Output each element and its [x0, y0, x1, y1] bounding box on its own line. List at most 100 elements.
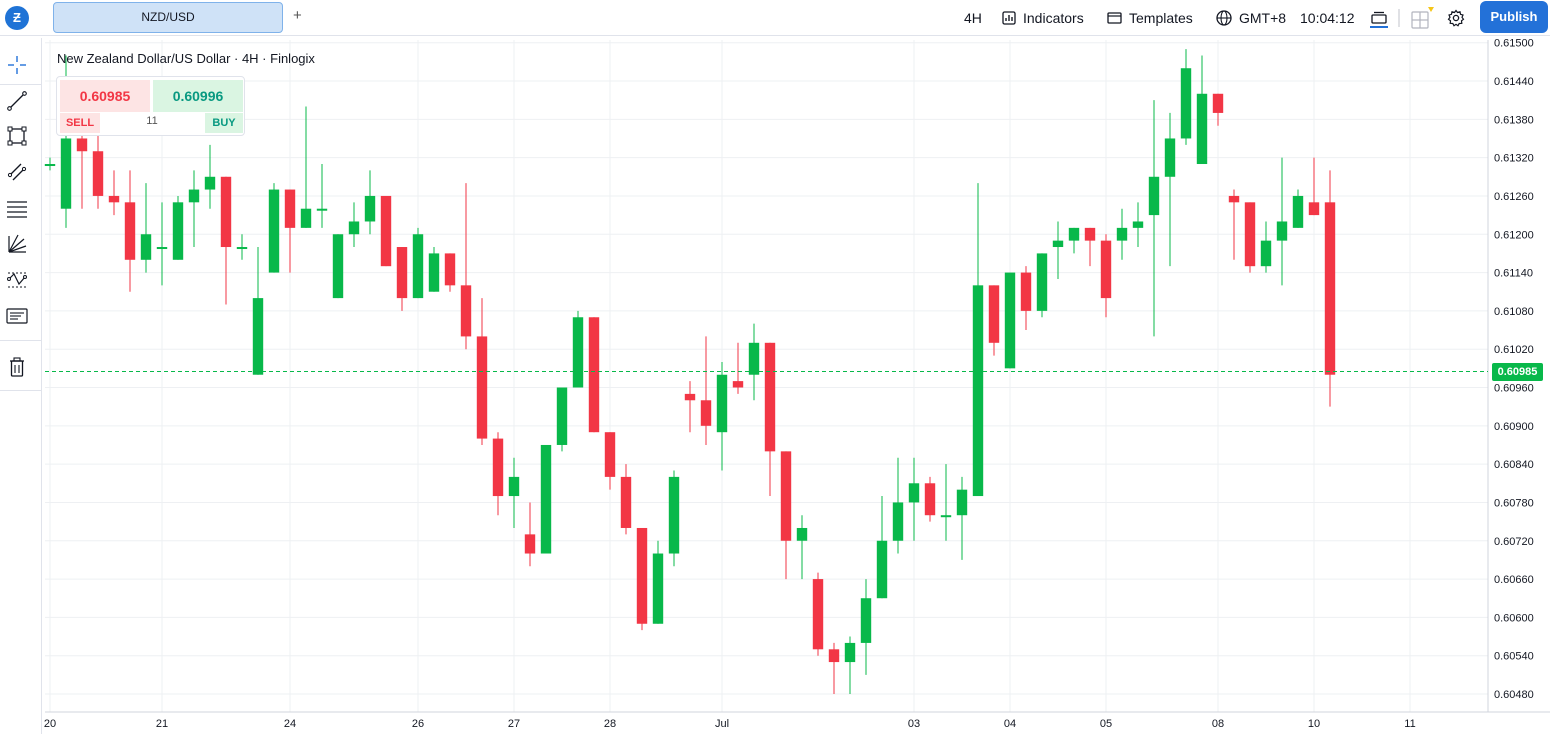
- candle-body: [908, 483, 920, 503]
- candle-body: [924, 483, 936, 516]
- x-tick-label: 08: [1212, 718, 1224, 730]
- y-tick-label: 0.60660: [1494, 574, 1534, 586]
- x-tick-label: Jul: [715, 718, 729, 730]
- interval-selector[interactable]: 4H: [964, 0, 982, 36]
- x-tick-label: 24: [284, 718, 296, 730]
- candle-body: [1164, 138, 1176, 177]
- toolbar-separator: [0, 390, 42, 391]
- clock: 10:04:12: [1300, 0, 1355, 36]
- candle-body: [764, 342, 776, 452]
- candle-body: [540, 444, 552, 554]
- candle-body: [796, 527, 808, 541]
- rectangle-tool[interactable]: [4, 123, 30, 149]
- y-tick-label: 0.61080: [1494, 306, 1534, 318]
- candle-body: [988, 285, 1000, 343]
- layers-button[interactable]: [1369, 0, 1389, 36]
- x-tick-label: 05: [1100, 718, 1112, 730]
- y-tick-label: 0.61020: [1494, 344, 1534, 356]
- y-tick-label: 0.60900: [1494, 421, 1534, 433]
- candle-body: [1180, 68, 1192, 139]
- candle-body: [300, 208, 312, 228]
- layout-grid-button[interactable]: [1410, 0, 1436, 36]
- candle-body: [380, 195, 392, 267]
- horizontal-lines-tool[interactable]: [4, 195, 30, 221]
- candle-body: [1068, 227, 1080, 241]
- fib-fan-tool[interactable]: [4, 231, 30, 257]
- y-tick-label: 0.60720: [1494, 536, 1534, 548]
- candle-body: [428, 253, 440, 292]
- trash-icon: [10, 357, 24, 377]
- candle-body: [1084, 227, 1096, 241]
- candle-body: [1196, 93, 1208, 165]
- tab-nzdusd[interactable]: NZD/USD: [53, 2, 283, 33]
- candle-body: [1276, 221, 1288, 241]
- y-tick-label: 0.60600: [1494, 612, 1534, 624]
- candle-body: [220, 176, 232, 248]
- publish-button[interactable]: Publish: [1480, 1, 1548, 33]
- candle-body: [348, 221, 360, 235]
- candle-body: [1020, 272, 1032, 311]
- indicators-icon: [1002, 11, 1016, 25]
- gear-icon: [1447, 9, 1465, 27]
- candle-body: [188, 189, 200, 203]
- candle-body: [1244, 202, 1256, 267]
- candle-body: [844, 642, 856, 663]
- candle-body: [828, 649, 840, 663]
- candle-body: [60, 138, 72, 209]
- settings-button[interactable]: [1447, 0, 1465, 36]
- top-toolbar: Ƶ NZD/USD + 4H Indicators Templates GMT+…: [0, 0, 1550, 36]
- layers-icon: [1370, 11, 1388, 28]
- candle-body: [860, 598, 872, 643]
- candle-body: [524, 534, 536, 554]
- add-tab-button[interactable]: +: [293, 7, 302, 24]
- ray-tool[interactable]: [4, 159, 30, 185]
- indicators-label: Indicators: [1023, 10, 1084, 26]
- candle-body: [316, 208, 328, 211]
- delete-drawings-button[interactable]: [4, 354, 30, 380]
- y-tick-label: 0.60960: [1494, 383, 1534, 395]
- timezone-selector[interactable]: GMT+8: [1215, 0, 1286, 36]
- trend-line-tool[interactable]: [4, 88, 30, 114]
- fib-fan-icon: [8, 234, 27, 253]
- candle-body: [956, 489, 968, 516]
- candle-body: [940, 515, 952, 518]
- y-tick-label: 0.60540: [1494, 651, 1534, 663]
- indicators-button[interactable]: Indicators: [1001, 0, 1084, 36]
- y-tick-label: 0.61320: [1494, 153, 1534, 165]
- x-tick-label: 11: [1404, 718, 1415, 730]
- candle-body: [268, 189, 280, 273]
- x-tick-label: 28: [604, 718, 616, 730]
- crosshair-icon: [8, 56, 26, 74]
- candle-body: [812, 579, 824, 650]
- sell-price-button[interactable]: 0.60985: [60, 80, 150, 112]
- candle-body: [172, 202, 184, 260]
- candle-body: [652, 553, 664, 624]
- candle-body: [252, 298, 264, 375]
- app-logo-icon[interactable]: Ƶ: [5, 6, 29, 30]
- candle-body: [620, 476, 632, 528]
- candle-body: [684, 393, 696, 401]
- timezone-label: GMT+8: [1239, 10, 1287, 26]
- clock-label: 10:04:12: [1300, 10, 1355, 26]
- buy-price-button[interactable]: 0.60996: [153, 80, 243, 112]
- candle-body: [236, 247, 248, 250]
- crosshair-tool[interactable]: [4, 52, 30, 78]
- y-tick-label: 0.60840: [1494, 459, 1534, 471]
- candle-body: [700, 400, 712, 426]
- candle-body: [412, 234, 424, 299]
- globe-icon: [1216, 10, 1232, 26]
- pattern-tool[interactable]: [4, 267, 30, 293]
- candle-body: [1260, 240, 1272, 267]
- candle-body: [332, 234, 344, 299]
- candle-body: [460, 285, 472, 337]
- buy-label[interactable]: BUY: [205, 113, 243, 133]
- candle-body: [972, 285, 984, 497]
- x-tick-label: 03: [908, 718, 920, 730]
- y-tick-label: 0.61140: [1494, 268, 1533, 280]
- sell-label[interactable]: SELL: [60, 113, 100, 133]
- candle-body: [780, 451, 792, 541]
- y-tick-label: 0.61440: [1494, 76, 1534, 88]
- templates-button[interactable]: Templates: [1106, 0, 1193, 36]
- ray-icon: [7, 163, 27, 181]
- text-note-tool[interactable]: [4, 303, 30, 329]
